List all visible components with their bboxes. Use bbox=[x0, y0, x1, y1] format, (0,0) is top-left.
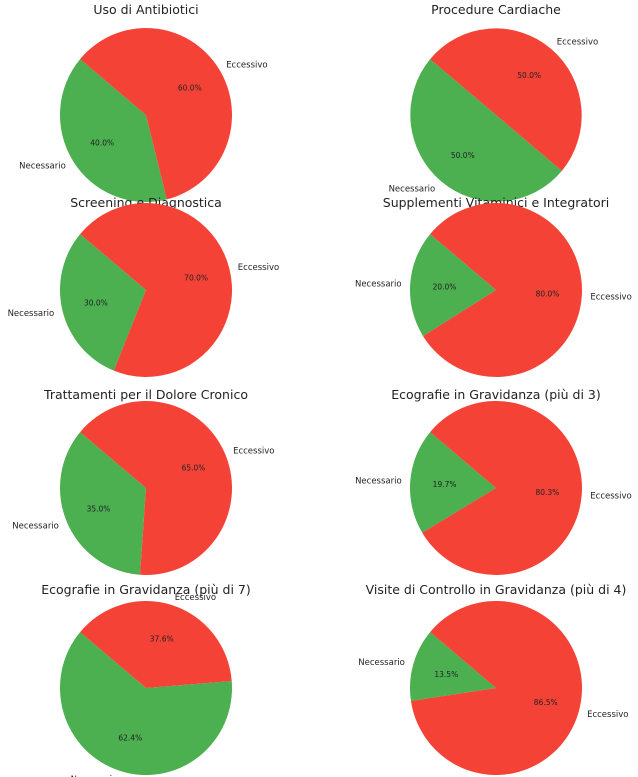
slice-percent-eccessivo: 86.5% bbox=[534, 698, 558, 707]
slice-percent-necessario: 19.7% bbox=[433, 480, 457, 489]
slice-label-eccessivo: Eccessivo bbox=[226, 60, 267, 70]
pie-slice-necessario bbox=[410, 432, 496, 533]
pie-slice-necessario bbox=[59, 59, 167, 203]
slice-label-eccessivo: Eccessivo bbox=[238, 263, 279, 273]
pie-slice-necessario bbox=[410, 632, 496, 702]
chart-title: Visite di Controllo in Gravidanza (più d… bbox=[366, 582, 627, 597]
pie-chart-ecografie-in-gravidanza-piu-di-3: Ecografie in Gravidanza (più di 3) 19.7% N… bbox=[355, 387, 632, 576]
slice-percent-necessario: 20.0% bbox=[433, 282, 457, 291]
pie-chart-uso-di-antibiotici: Uso di Antibiotici 40.0% Necessario 60.0% Ec… bbox=[19, 2, 268, 203]
slice-percent-necessario: 13.5% bbox=[434, 670, 458, 679]
pie-slice-eccessivo bbox=[80, 401, 233, 576]
slice-label-necessario: Necessario bbox=[358, 658, 405, 668]
pie-slice-eccessivo bbox=[80, 202, 233, 377]
slice-label-necessario: Necessario bbox=[389, 184, 436, 194]
slice-label-eccessivo: Eccessivo bbox=[233, 447, 274, 457]
pie-chart-ecografie-in-gravidanza-piu-di-7: Ecografie in Gravidanza (più di 7) 62.4% N… bbox=[41, 582, 251, 777]
slice-percent-eccessivo: 37.6% bbox=[150, 634, 174, 643]
chart-title: Procedure Cardiache bbox=[431, 2, 561, 17]
pie-slice-eccessivo bbox=[422, 401, 583, 576]
slice-percent-eccessivo: 70.0% bbox=[184, 273, 208, 282]
slice-label-eccessivo: Eccessivo bbox=[557, 38, 598, 48]
slice-label-necessario: Necessario bbox=[71, 775, 118, 777]
slice-percent-eccessivo: 65.0% bbox=[182, 464, 206, 473]
slice-label-necessario: Necessario bbox=[12, 521, 59, 531]
chart-title: Uso di Antibiotici bbox=[93, 2, 198, 17]
pie-slice-eccessivo bbox=[430, 28, 582, 171]
slice-label-eccessivo: Eccessivo bbox=[590, 492, 631, 502]
pie-slice-necessario bbox=[410, 59, 562, 202]
slice-label-eccessivo: Eccessivo bbox=[175, 593, 216, 603]
slice-percent-necessario: 62.4% bbox=[118, 734, 142, 743]
pie-slice-eccessivo bbox=[423, 202, 583, 377]
slice-percent-eccessivo: 80.3% bbox=[535, 488, 559, 497]
pie-slice-eccessivo bbox=[410, 600, 583, 775]
pie-chart-trattamenti-per-il-dolore-cronico: Trattamenti per il Dolore Cronico 35.0% Ne… bbox=[12, 387, 275, 576]
pie-chart-visite-di-controllo-in-gravidanza-piu-di-4: Visite di Controllo in Gravidanza (più d… bbox=[358, 582, 629, 775]
pie-slice-necessario bbox=[410, 234, 496, 337]
chart-title: Ecografie in Gravidanza (più di 3) bbox=[391, 387, 601, 402]
slice-label-necessario: Necessario bbox=[8, 309, 55, 319]
slice-percent-eccessivo: 60.0% bbox=[178, 83, 202, 92]
slice-percent-necessario: 50.0% bbox=[451, 151, 475, 160]
chart-title: Ecografie in Gravidanza (più di 7) bbox=[41, 582, 251, 597]
slice-percent-necessario: 40.0% bbox=[90, 139, 114, 148]
pie-chart-procedure-cardiache: Procedure Cardiache 50.0% Necessario 50.0% E… bbox=[389, 2, 598, 202]
slice-percent-eccessivo: 80.0% bbox=[536, 290, 560, 299]
pie-slice-necessario bbox=[60, 432, 146, 575]
slice-percent-necessario: 35.0% bbox=[87, 504, 111, 513]
slice-label-necessario: Necessario bbox=[355, 279, 402, 289]
pie-slice-eccessivo bbox=[80, 601, 232, 688]
chart-title: Screening e Diagnostica bbox=[70, 195, 222, 210]
pie-slice-necessario bbox=[60, 234, 146, 371]
pie-slice-necessario bbox=[60, 632, 233, 775]
slice-percent-eccessivo: 50.0% bbox=[517, 71, 541, 80]
slice-label-eccessivo: Eccessivo bbox=[590, 293, 631, 303]
pie-chart-screening-e-diagnostica: Screening e Diagnostica 30.0% Necessario 70… bbox=[8, 195, 279, 377]
slice-label-eccessivo: Eccessivo bbox=[587, 710, 628, 720]
pie-slice-eccessivo bbox=[80, 28, 232, 200]
slice-label-necessario: Necessario bbox=[355, 476, 402, 486]
chart-title: Supplementi Vitaminici e Integratori bbox=[383, 195, 609, 210]
pie-chart-supplementi-vitaminici-e-integratori: Supplementi Vitaminici e Integratori 20.0… bbox=[355, 195, 632, 377]
slice-percent-necessario: 30.0% bbox=[84, 299, 108, 308]
chart-title: Trattamenti per il Dolore Cronico bbox=[43, 387, 248, 402]
slice-label-necessario: Necessario bbox=[19, 162, 66, 172]
